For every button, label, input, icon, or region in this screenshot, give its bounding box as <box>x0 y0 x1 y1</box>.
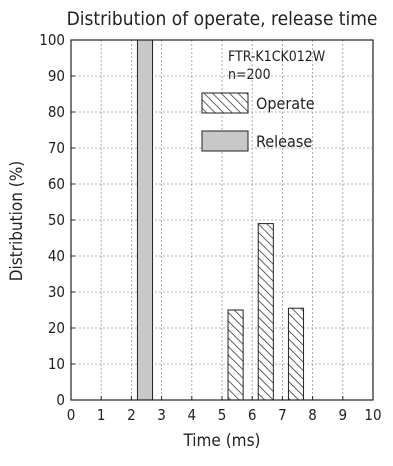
x-tick-label: 0 <box>67 406 76 424</box>
y-tick-label: 50 <box>48 211 65 229</box>
y-tick-label: 10 <box>48 355 65 373</box>
bars <box>136 39 305 401</box>
y-tick-label: 90 <box>48 67 65 85</box>
y-tick-label: 20 <box>48 319 65 337</box>
y-tick-label: 80 <box>48 103 65 121</box>
sample-annotation: n=200 <box>228 67 271 83</box>
release-bar <box>136 39 154 401</box>
y-tick-label: 60 <box>48 175 65 193</box>
x-tick-label: 7 <box>278 406 287 424</box>
y-axis-label: Distribution (%) <box>7 161 27 282</box>
x-tick-label: 6 <box>248 406 257 424</box>
x-tick-label: 3 <box>157 406 166 424</box>
x-tick-label: 4 <box>188 406 197 424</box>
y-tick-label: 40 <box>48 247 65 265</box>
x-tick-label: 10 <box>364 406 381 424</box>
model-annotation: FTR-K1CK012W <box>228 49 326 65</box>
y-tick-label: 30 <box>48 283 65 301</box>
legend: Operate Release <box>201 92 315 152</box>
operate-bar <box>227 309 244 401</box>
x-tick-label: 2 <box>127 406 136 424</box>
legend-label-release: Release <box>256 132 312 151</box>
chart-title: Distribution of operate, release time <box>67 8 378 30</box>
x-tick-label: 8 <box>308 406 317 424</box>
x-tick-label: 5 <box>218 406 227 424</box>
y-tick-label: 0 <box>56 391 65 409</box>
legend-swatch-operate <box>201 92 249 114</box>
y-tick-label: 70 <box>48 139 65 157</box>
x-tick-label: 9 <box>339 406 348 424</box>
operate-bar <box>257 223 274 401</box>
operate-bar <box>287 307 305 401</box>
x-tick-label: 1 <box>97 406 106 424</box>
x-axis-label: Time (ms) <box>182 431 260 451</box>
legend-swatch-release <box>201 130 249 152</box>
y-tick-label: 100 <box>39 31 65 49</box>
legend-label-operate: Operate <box>256 94 315 113</box>
